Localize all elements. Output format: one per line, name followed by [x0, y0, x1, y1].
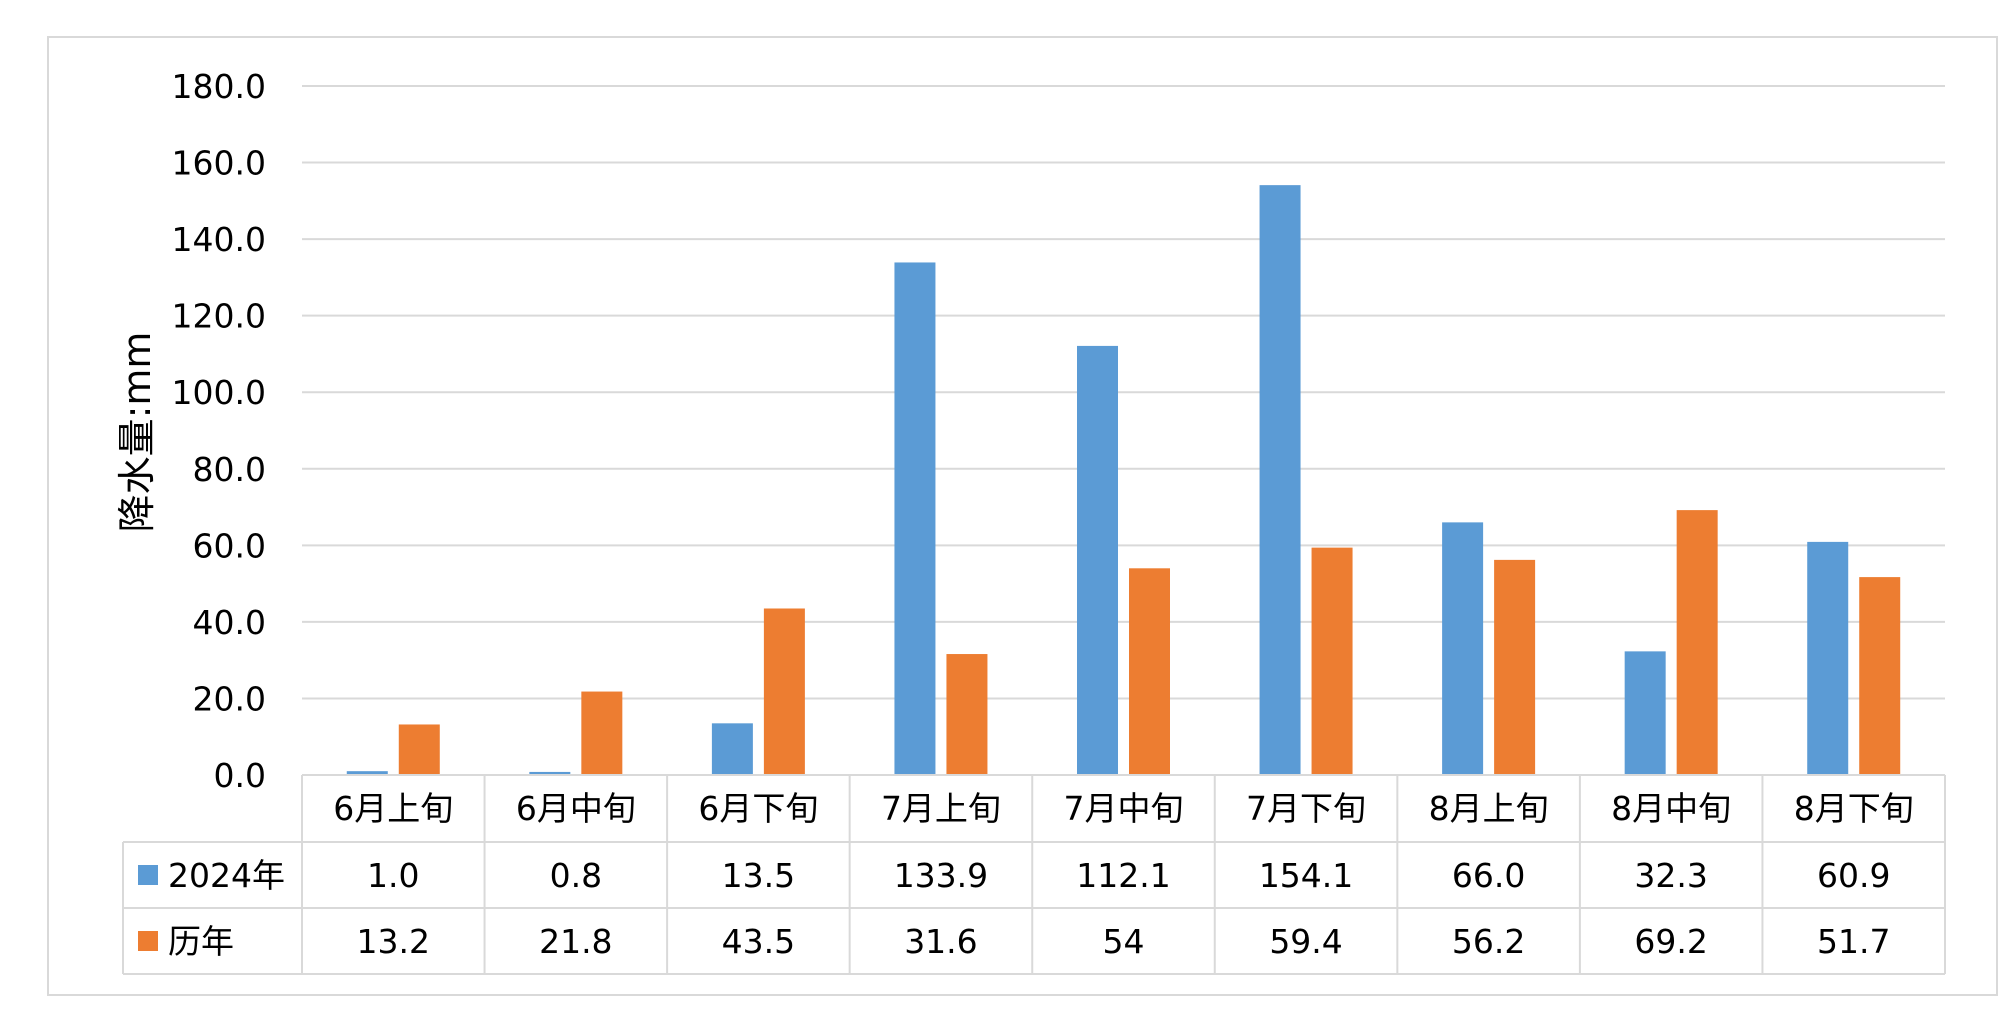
category-label: 6月下旬	[698, 789, 818, 828]
category-label: 8月上旬	[1429, 789, 1549, 828]
bar-series-2024	[1077, 345, 1118, 775]
category-label: 7月上旬	[881, 789, 1001, 828]
bar-series-2024	[1259, 185, 1301, 775]
bar-series-2024	[529, 771, 571, 775]
bar-series-historical	[1311, 547, 1353, 775]
bar-series-2024	[1442, 522, 1484, 775]
data-value-label: 31.6	[904, 922, 977, 961]
bar-series-historical	[763, 608, 805, 775]
data-value-label: 154.1	[1259, 856, 1353, 895]
y-tick-label: 140.0	[172, 220, 266, 259]
bar-series-2024	[894, 262, 936, 775]
category-label: 6月上旬	[333, 789, 453, 828]
bar-series-2024	[1807, 541, 1849, 775]
bar-series-historical	[1859, 577, 1901, 775]
data-value-label: 59.4	[1269, 922, 1342, 961]
data-value-label: 133.9	[894, 856, 988, 895]
data-value-label: 66.0	[1452, 856, 1525, 895]
y-tick-label: 20.0	[193, 679, 266, 718]
category-label: 7月下旬	[1246, 789, 1366, 828]
data-value-label: 112.1	[1076, 856, 1170, 895]
data-value-label: 13.5	[722, 856, 795, 895]
y-tick-label: 0.0	[214, 756, 266, 795]
data-value-label: 1.0	[367, 856, 419, 895]
category-label: 6月中旬	[516, 789, 636, 828]
category-label: 7月中旬	[1064, 789, 1184, 828]
bar-series-historical	[398, 724, 440, 775]
legend-series-name: 历年	[168, 922, 234, 961]
bar-series-historical	[581, 691, 623, 775]
bar-series-historical	[1676, 510, 1718, 775]
data-value-label: 43.5	[722, 922, 795, 961]
bar-series-historical	[1129, 568, 1170, 775]
data-value-label: 13.2	[357, 922, 430, 961]
y-axis-title: 降水量:mm	[115, 332, 159, 533]
y-tick-label: 160.0	[172, 144, 266, 183]
bars	[346, 185, 1901, 775]
y-axis-ticks: 0.0 20.0 40.0 60.0 80.0 100.0 120.0 140.0 160.0 1…	[172, 67, 266, 795]
data-value-label: 0.8	[550, 856, 602, 895]
y-tick-label: 40.0	[193, 603, 266, 642]
y-tick-label: 80.0	[193, 450, 266, 489]
bar-series-historical	[1494, 559, 1536, 775]
data-value-label: 60.9	[1817, 856, 1890, 895]
grid-lines	[302, 85, 1945, 700]
bar-series-2024	[711, 723, 753, 775]
y-tick-label: 180.0	[172, 67, 266, 106]
bar-series-historical	[946, 654, 988, 775]
data-value-label: 56.2	[1452, 922, 1525, 961]
legend-swatch	[138, 865, 158, 885]
bar-series-2024	[346, 771, 388, 775]
category-label: 8月中旬	[1611, 789, 1731, 828]
y-tick-label: 100.0	[172, 373, 266, 412]
chart-frame	[47, 36, 1998, 996]
data-value-label: 54	[1103, 922, 1145, 961]
data-table: 6月上旬 6月中旬 6月下旬 7月上旬 7月中旬 7月下旬 8月上旬 8月中旬 8月下旬 2024…	[122, 774, 1946, 975]
data-value-label: 69.2	[1634, 922, 1707, 961]
y-tick-label: 60.0	[193, 526, 266, 565]
bar-series-2024	[1624, 651, 1666, 775]
data-value-label: 21.8	[539, 922, 612, 961]
legend-swatch	[138, 931, 158, 951]
legend-series-name: 2024年	[168, 856, 285, 895]
category-label: 8月下旬	[1794, 789, 1914, 828]
y-tick-label: 120.0	[172, 297, 266, 336]
data-value-label: 51.7	[1817, 922, 1890, 961]
data-value-label: 32.3	[1634, 856, 1707, 895]
